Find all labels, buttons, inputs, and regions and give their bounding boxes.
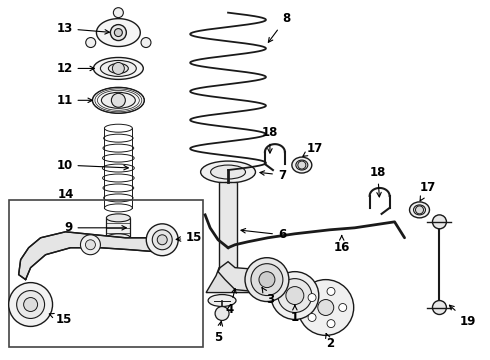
Circle shape	[416, 206, 423, 214]
Text: 19: 19	[449, 305, 476, 328]
Text: 7: 7	[260, 168, 286, 181]
Text: 10: 10	[56, 158, 128, 172]
Polygon shape	[218, 262, 278, 292]
Text: 6: 6	[241, 228, 286, 241]
Bar	[106, 218, 130, 238]
Text: 15: 15	[49, 313, 72, 326]
Circle shape	[85, 240, 96, 250]
Circle shape	[433, 301, 446, 315]
Text: 4: 4	[226, 288, 236, 316]
Ellipse shape	[211, 165, 245, 179]
Circle shape	[327, 287, 335, 296]
Text: 13: 13	[56, 22, 109, 35]
Ellipse shape	[200, 161, 255, 183]
Ellipse shape	[94, 58, 143, 80]
Circle shape	[318, 300, 334, 315]
Circle shape	[111, 93, 125, 107]
Circle shape	[308, 293, 316, 302]
Ellipse shape	[414, 205, 425, 215]
Text: 15: 15	[176, 231, 202, 244]
Circle shape	[433, 215, 446, 229]
Circle shape	[271, 272, 319, 319]
Ellipse shape	[93, 87, 144, 113]
Text: 17: 17	[419, 181, 436, 201]
Circle shape	[278, 279, 312, 312]
Circle shape	[141, 37, 151, 48]
Ellipse shape	[296, 160, 308, 170]
Ellipse shape	[292, 157, 312, 173]
Circle shape	[147, 224, 178, 256]
Text: 12: 12	[56, 62, 95, 75]
Circle shape	[298, 161, 306, 169]
Circle shape	[9, 283, 52, 327]
Text: 14: 14	[57, 188, 74, 202]
Ellipse shape	[100, 60, 136, 76]
Circle shape	[24, 298, 38, 311]
Ellipse shape	[208, 294, 236, 306]
Circle shape	[339, 303, 347, 311]
Circle shape	[110, 24, 126, 41]
Bar	[219, 182, 237, 268]
Polygon shape	[97, 19, 140, 46]
Polygon shape	[206, 268, 250, 293]
Text: 18: 18	[262, 126, 278, 153]
Circle shape	[86, 37, 96, 48]
Circle shape	[298, 280, 354, 336]
Text: 8: 8	[269, 12, 290, 42]
Ellipse shape	[108, 63, 128, 73]
Text: 9: 9	[64, 221, 126, 234]
Circle shape	[327, 320, 335, 328]
Ellipse shape	[106, 234, 130, 242]
Text: 2: 2	[326, 333, 334, 350]
Text: 17: 17	[303, 141, 323, 156]
Polygon shape	[19, 232, 175, 280]
Circle shape	[114, 28, 122, 37]
Text: 16: 16	[334, 235, 350, 254]
Circle shape	[308, 314, 316, 321]
Bar	[9, 200, 203, 347]
Circle shape	[112, 62, 124, 75]
Circle shape	[259, 272, 275, 288]
Circle shape	[286, 287, 304, 305]
Circle shape	[113, 8, 123, 18]
Text: 5: 5	[214, 321, 222, 344]
Text: 1: 1	[291, 305, 299, 324]
Circle shape	[251, 264, 283, 296]
Circle shape	[152, 230, 172, 250]
Text: 11: 11	[56, 94, 93, 107]
Circle shape	[245, 258, 289, 302]
Circle shape	[80, 235, 100, 255]
Text: 18: 18	[369, 166, 386, 197]
Circle shape	[157, 235, 167, 245]
Circle shape	[215, 306, 229, 320]
Text: 3: 3	[262, 288, 274, 306]
Ellipse shape	[101, 92, 135, 108]
Ellipse shape	[106, 214, 130, 222]
Ellipse shape	[410, 202, 429, 218]
Circle shape	[17, 291, 45, 319]
